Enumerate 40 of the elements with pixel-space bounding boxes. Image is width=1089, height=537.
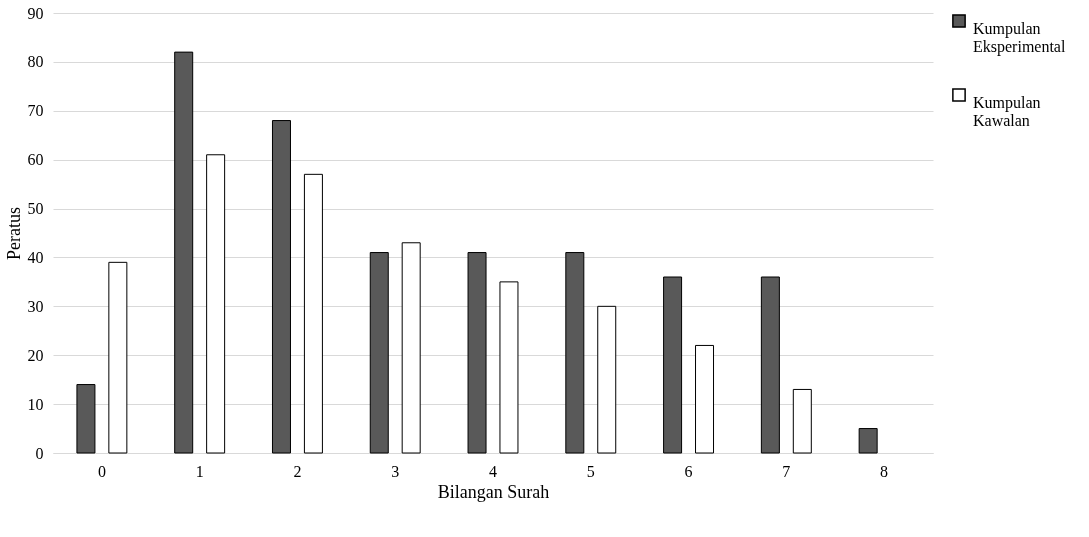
x-tick-label: 1 bbox=[195, 462, 204, 480]
x-tick-label: 7 bbox=[782, 462, 791, 480]
y-tick-label: 30 bbox=[27, 297, 44, 315]
y-tick-label: 0 bbox=[35, 444, 44, 462]
x-tick-label: 5 bbox=[586, 462, 595, 480]
bar bbox=[369, 252, 389, 454]
bar bbox=[303, 173, 323, 454]
bar bbox=[858, 428, 878, 454]
y-tick-label: 40 bbox=[27, 248, 44, 266]
x-tick-label: 3 bbox=[391, 462, 400, 480]
bar bbox=[663, 276, 683, 454]
bar bbox=[695, 344, 715, 454]
y-tick-label: 50 bbox=[27, 200, 44, 218]
y-tick-label: 60 bbox=[27, 151, 44, 169]
bar bbox=[792, 388, 812, 454]
x-axis-title: Bilangan Surah bbox=[437, 481, 550, 502]
y-tick-label: 10 bbox=[27, 395, 44, 413]
x-tick-label: 0 bbox=[97, 462, 106, 480]
x-tick-label: 6 bbox=[684, 462, 693, 480]
bar bbox=[401, 242, 421, 454]
bar bbox=[174, 51, 194, 454]
y-tick-label: 90 bbox=[27, 4, 44, 22]
y-tick-label: 70 bbox=[27, 102, 44, 120]
bar bbox=[76, 384, 96, 454]
y-tick-label: 80 bbox=[27, 53, 44, 71]
bar bbox=[760, 276, 780, 454]
bar bbox=[206, 154, 226, 454]
legend-label: Kumpulan Kawalan bbox=[973, 94, 1041, 129]
bar bbox=[271, 120, 291, 454]
bar bbox=[108, 261, 128, 454]
bar bbox=[467, 252, 487, 454]
y-tick-label: 20 bbox=[27, 346, 44, 364]
x-tick-label: 4 bbox=[489, 462, 497, 480]
bar bbox=[499, 281, 519, 454]
x-tick-label: 2 bbox=[293, 462, 302, 480]
bar bbox=[565, 252, 585, 454]
y-axis-title: Peratus bbox=[3, 207, 24, 260]
x-tick-label: 8 bbox=[880, 462, 889, 480]
legend-label: Kumpulan Eksperimental bbox=[973, 20, 1066, 56]
bar bbox=[597, 305, 617, 454]
